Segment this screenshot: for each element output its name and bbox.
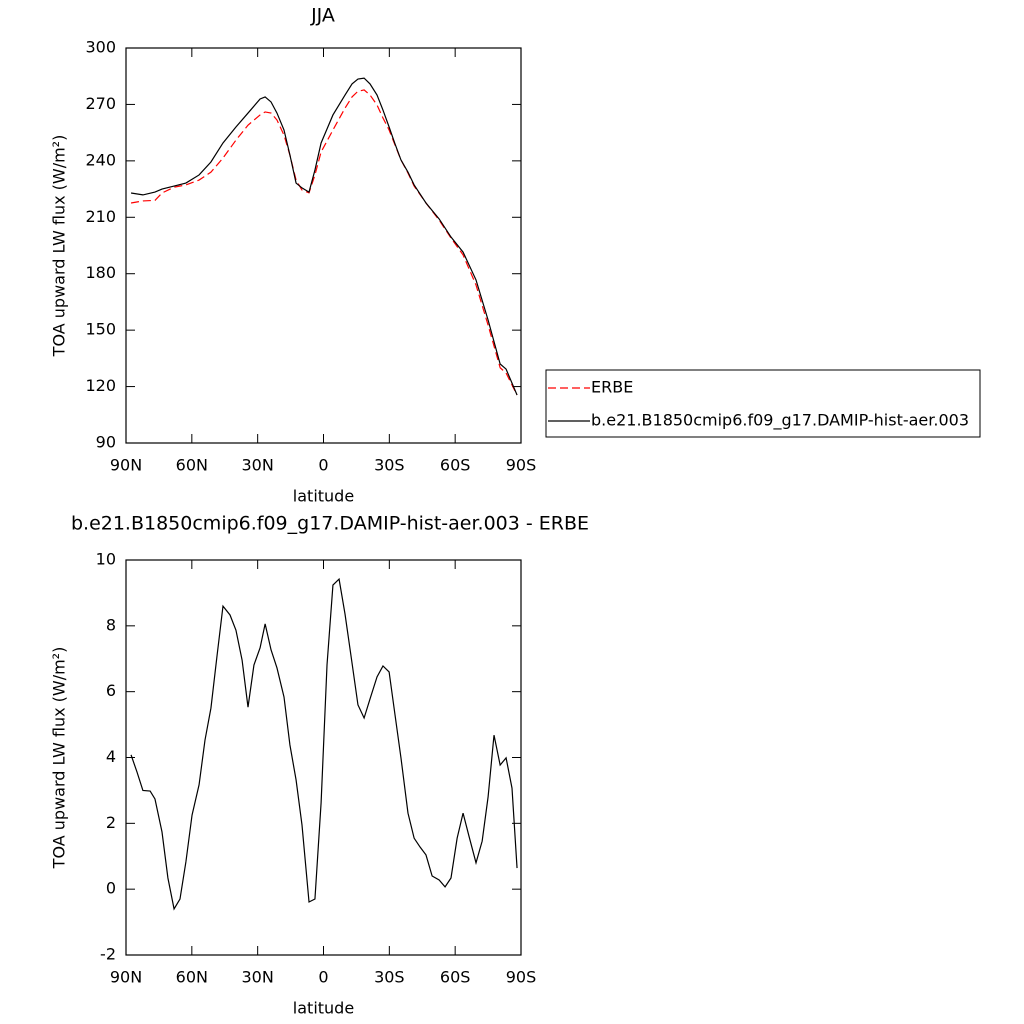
x-tick-label: 30N [242, 456, 274, 475]
x-axis-label: latitude [293, 487, 354, 506]
x-tick-label: 30S [374, 968, 405, 987]
legend-label: ERBE [591, 378, 633, 397]
x-tick-label: 90S [506, 968, 537, 987]
y-tick-label: 2 [106, 813, 116, 832]
x-tick-label: 60S [440, 456, 471, 475]
y-tick-label: 270 [85, 94, 116, 113]
y-axis-label: TOA upward LW flux (W/m²) [50, 135, 69, 358]
x-tick-label: 90N [110, 456, 142, 475]
y-tick-label: 4 [106, 747, 116, 766]
y-tick-label: 90 [96, 433, 116, 452]
x-tick-label: 30N [242, 968, 274, 987]
plot-frame [125, 47, 522, 444]
y-tick-label: 6 [106, 681, 116, 700]
legend-label: b.e21.B1850cmip6.f09_g17.DAMIP-hist-aer.… [591, 411, 969, 431]
x-tick-label: 0 [318, 456, 328, 475]
y-tick-label: 0 [106, 879, 116, 898]
chart-title: b.e21.B1850cmip6.f09_g17.DAMIP-hist-aer.… [71, 513, 589, 535]
x-tick-label: 90S [506, 456, 537, 475]
y-tick-label: 300 [85, 38, 116, 57]
y-tick-label: 150 [85, 320, 116, 339]
y-tick-label: 240 [85, 150, 116, 169]
y-tick-label: 10 [96, 550, 116, 569]
data-line [130, 77, 518, 396]
data-line [130, 577, 518, 911]
x-tick-label: 60N [176, 456, 208, 475]
y-tick-label: 180 [85, 263, 116, 282]
x-axis-label: latitude [293, 999, 354, 1018]
y-tick-label: 210 [85, 207, 116, 226]
legend-box [545, 369, 981, 438]
y-tick-label: 8 [106, 615, 116, 634]
x-tick-label: 0 [318, 968, 328, 987]
x-tick-label: 60S [440, 968, 471, 987]
x-tick-label: 60N [176, 968, 208, 987]
chart-title: JJA [310, 5, 335, 27]
x-tick-label: 30S [374, 456, 405, 475]
plot-frame [125, 559, 522, 956]
y-tick-label: 120 [85, 376, 116, 395]
y-tick-label: -2 [100, 945, 116, 964]
y-axis-label: TOA upward LW flux (W/m²) [50, 647, 69, 870]
x-tick-label: 90N [110, 968, 142, 987]
